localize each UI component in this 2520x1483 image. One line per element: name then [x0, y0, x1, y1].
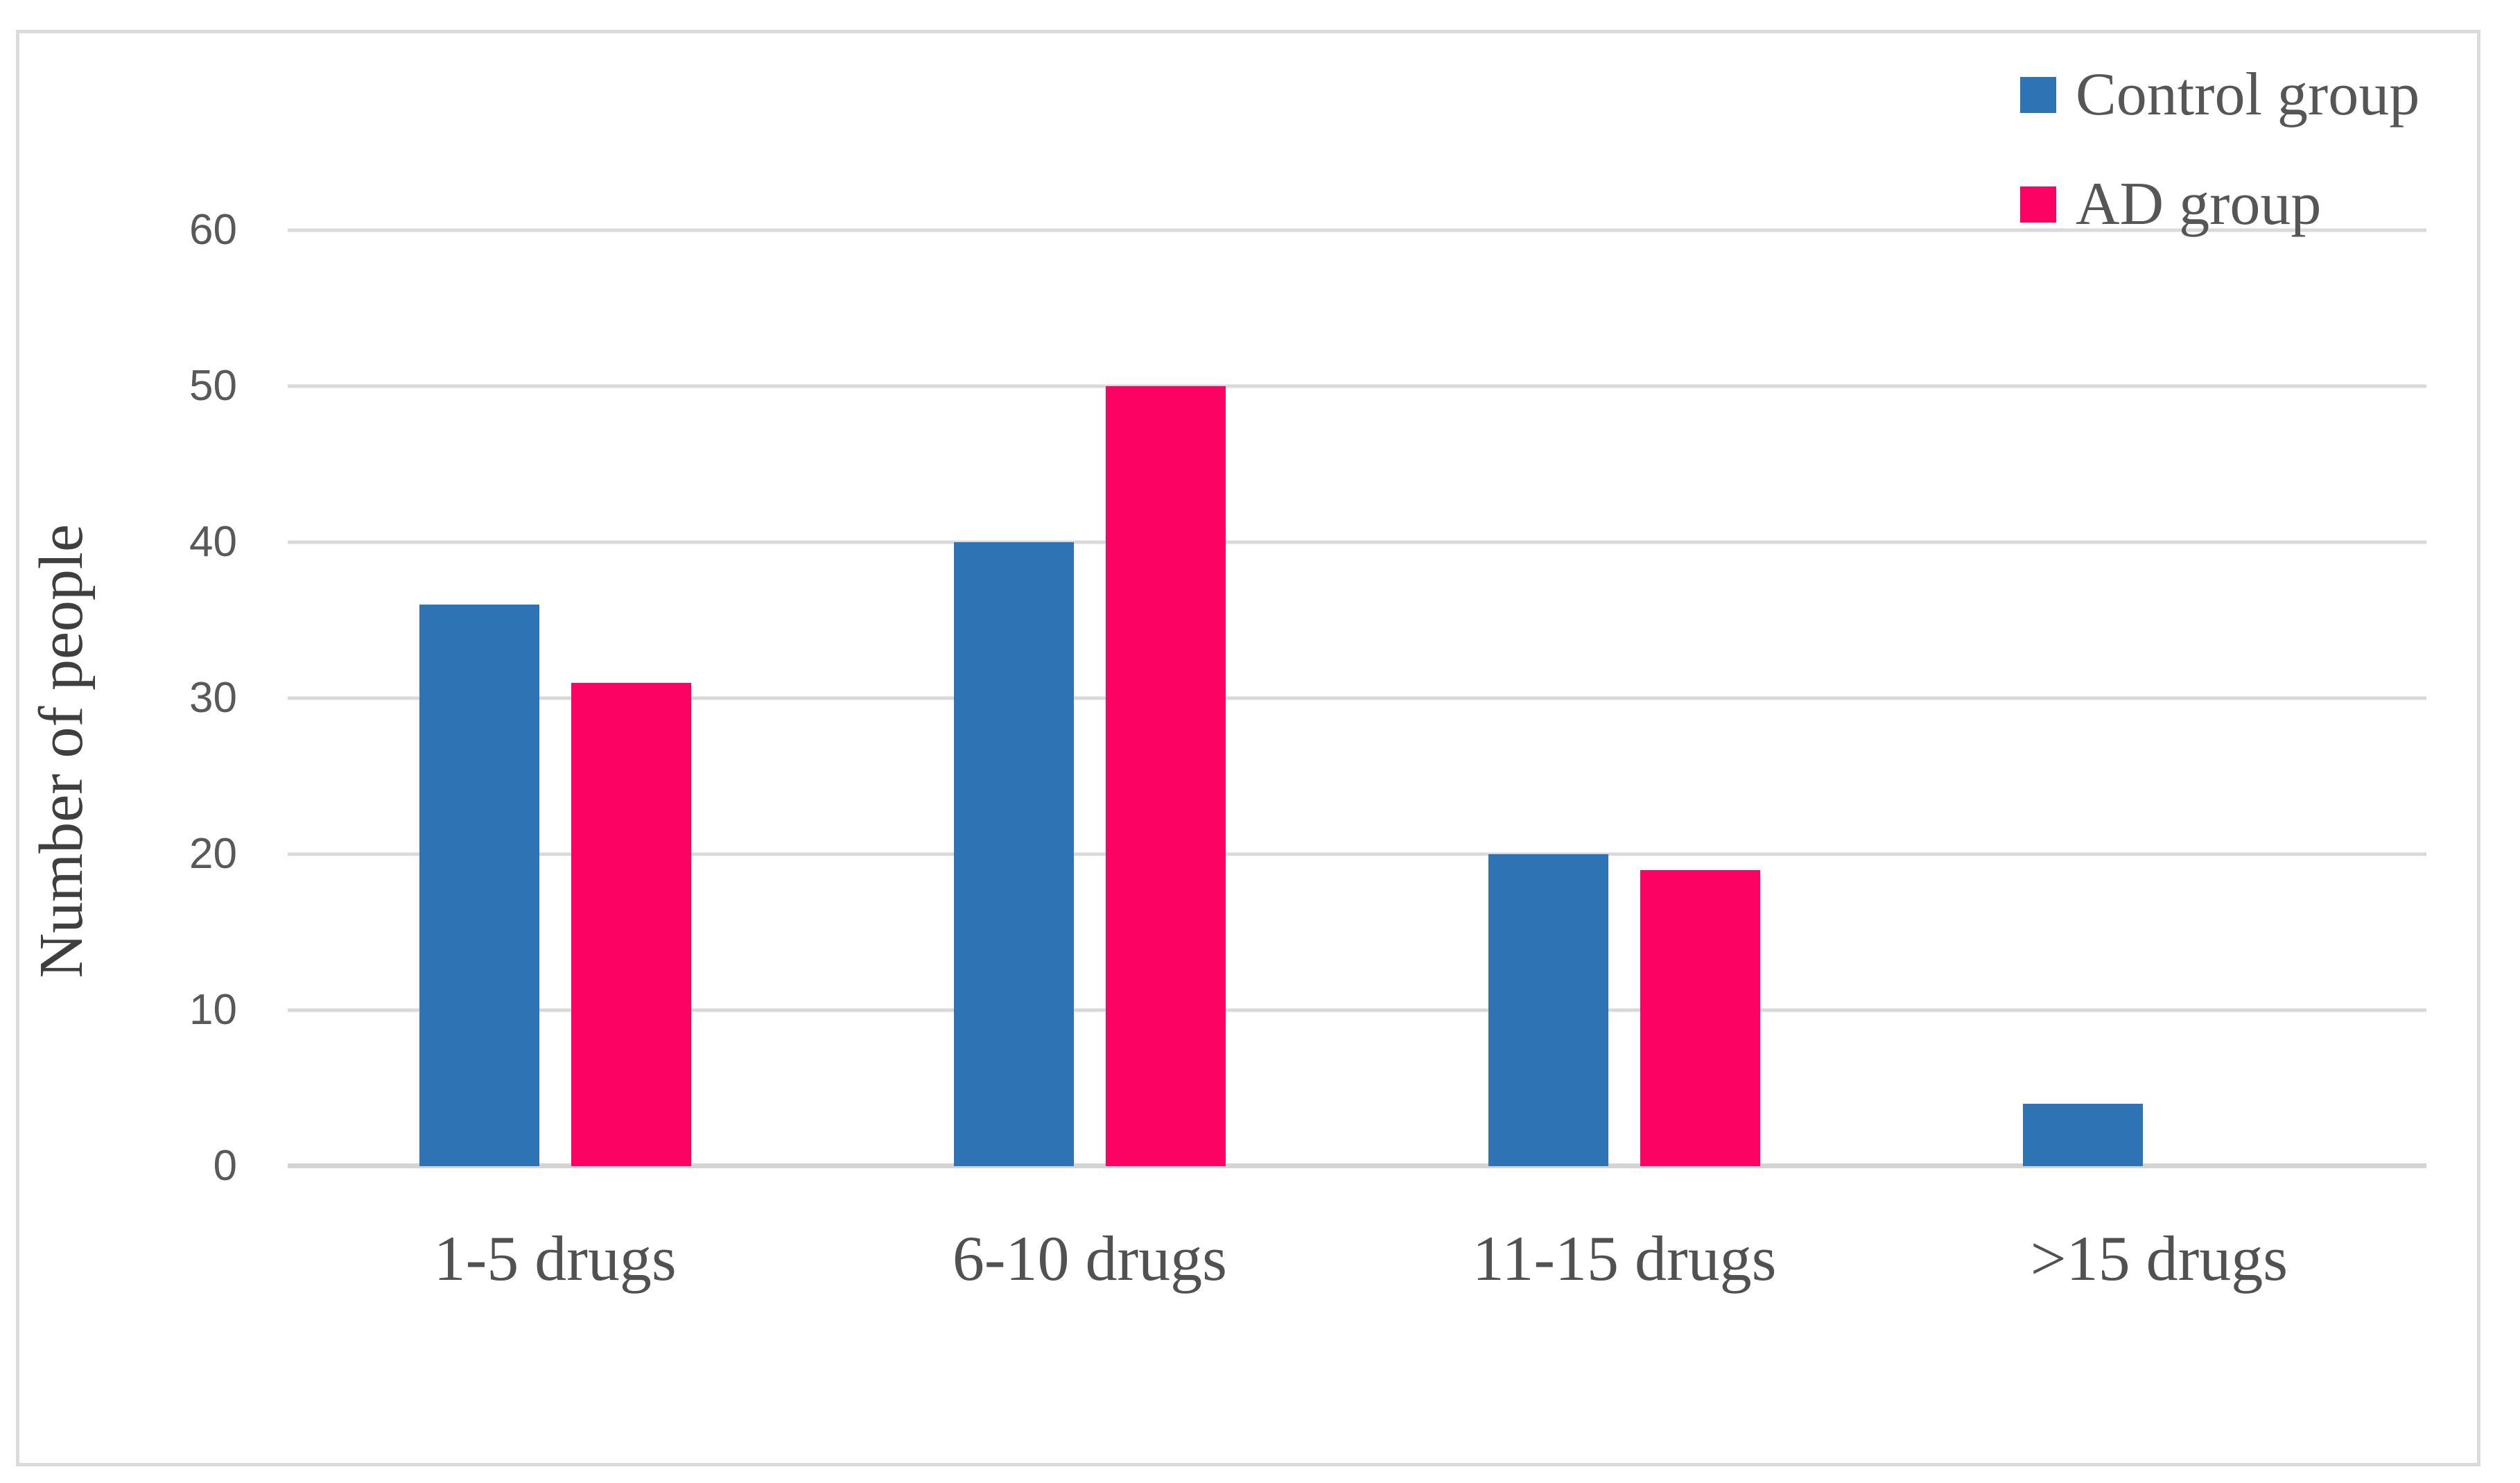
x-axis-category-labels: 1-5 drugs 6-10 drugs 11-15 drugs >15 drugs [288, 1222, 2426, 1295]
gridline-y-50 [288, 384, 2426, 388]
plot-area [288, 228, 2426, 1168]
legend-swatch-icon [2020, 77, 2056, 113]
x-category-label-3: 11-15 drugs [1472, 1223, 1777, 1294]
y-tick-label-10: 10 [189, 986, 237, 1034]
y-tick-label-50: 50 [189, 362, 237, 410]
x-category-label-4: >15 drugs [2030, 1223, 2288, 1294]
bar-ad-group-2 [1105, 386, 1226, 1166]
y-tick-label-0: 0 [213, 1142, 237, 1190]
bar-control-group-3 [1488, 854, 1609, 1166]
bar-ad-group-1 [571, 682, 691, 1166]
bar-control-group-2 [953, 542, 1074, 1166]
legend-swatch-icon [2020, 187, 2056, 223]
y-tick-label-60: 60 [189, 206, 237, 254]
y-tick-label-30: 30 [189, 674, 237, 722]
x-category-label-2: 6-10 drugs [952, 1223, 1227, 1294]
y-axis-tick-labels: 0 10 20 30 40 50 60 [0, 209, 237, 1188]
gridline-y-20 [288, 852, 2426, 856]
bar-control-group-1 [419, 605, 539, 1166]
x-axis-line [288, 1163, 2426, 1168]
legend: Control group AD group [2020, 59, 2419, 241]
bar-control-group-4 [2023, 1104, 2144, 1166]
gridline-y-40 [288, 540, 2426, 544]
gridline-y-60 [288, 228, 2426, 232]
gridline-y-30 [288, 696, 2426, 700]
gridline-y-10 [288, 1008, 2426, 1012]
legend-item-ad-group: AD group [2020, 168, 2419, 241]
bar-ad-group-3 [1640, 869, 1761, 1166]
y-tick-label-40: 40 [189, 518, 237, 566]
legend-label: AD group [2076, 171, 2322, 238]
x-category-label-1: 1-5 drugs [433, 1223, 677, 1294]
y-tick-label-20: 20 [189, 830, 237, 878]
legend-item-control-group: Control group [2020, 59, 2419, 131]
legend-label: Control group [2076, 61, 2420, 128]
